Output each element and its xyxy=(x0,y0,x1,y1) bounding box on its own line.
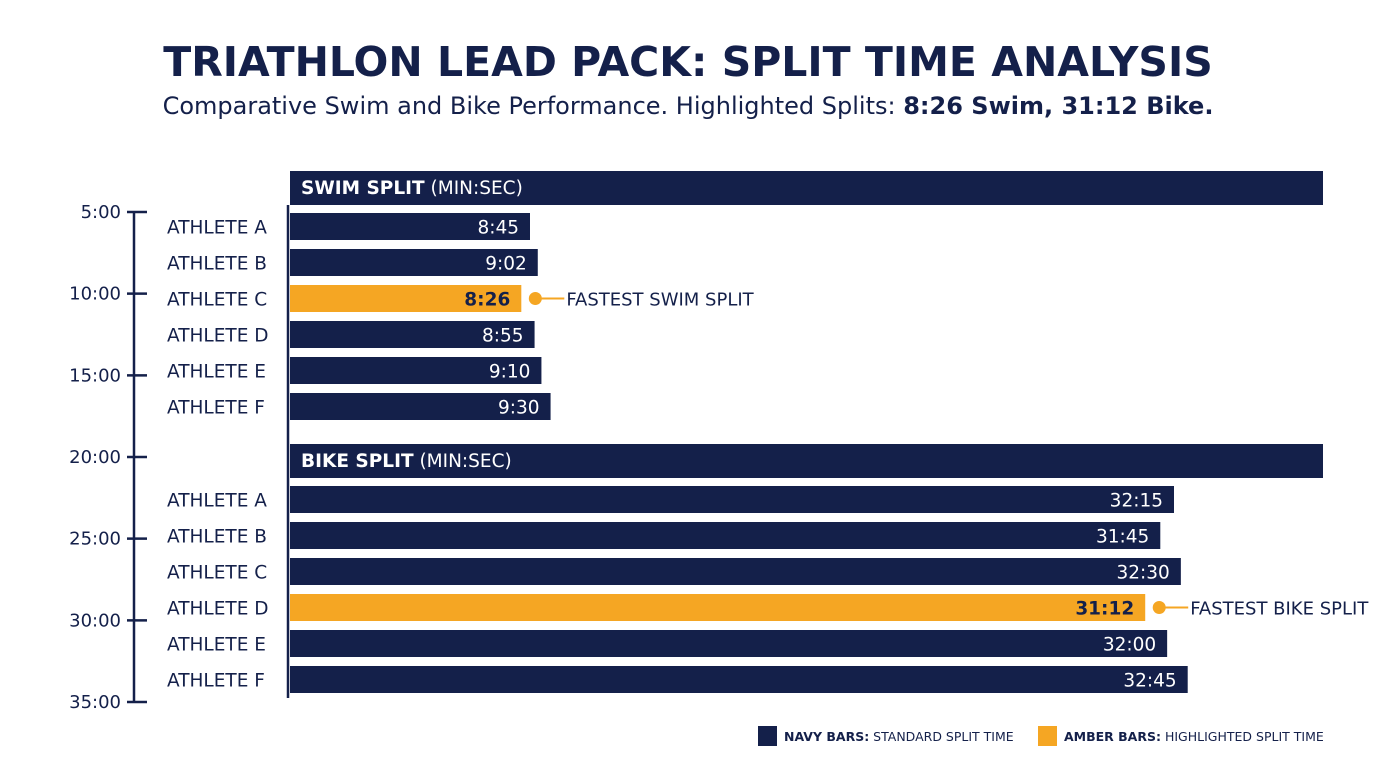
legend-entry-text: HIGHLIGHTED SPLIT TIME xyxy=(1161,729,1324,744)
subtitle-emphasis: 8:26 Swim, 31:12 Bike. xyxy=(903,92,1213,120)
athlete-label: ATHLETE D xyxy=(167,599,269,620)
bar-value-label: 8:26 xyxy=(464,290,510,311)
highlighted-bar xyxy=(290,594,1146,621)
split-bar xyxy=(290,558,1181,585)
athlete-label: ATHLETE C xyxy=(167,563,267,584)
split-bar xyxy=(290,321,535,348)
panel-header-title: BIKE SPLIT (MIN:SEC) xyxy=(301,451,512,472)
athlete-label: ATHLETE B xyxy=(167,254,267,275)
panel-header-bar xyxy=(290,171,1323,205)
time-axis-tick-label: 35:00 xyxy=(69,692,121,713)
bar-value-label: 31:45 xyxy=(1096,527,1149,548)
panel-header-title: SWIM SPLIT (MIN:SEC) xyxy=(301,178,523,199)
bar-value-label: 32:30 xyxy=(1117,563,1170,584)
panel-header-unit: (MIN:SEC) xyxy=(414,451,512,472)
athlete-label: ATHLETE A xyxy=(167,218,267,239)
bar-value-label: 9:02 xyxy=(485,254,527,275)
panel-header-name: BIKE SPLIT xyxy=(301,451,414,472)
athlete-label: ATHLETE F xyxy=(167,671,265,692)
time-axis: 5:00 10:00 15:00 20:00 25:00 30:00 35:00 xyxy=(69,202,147,713)
legend: NAVY BARS: STANDARD SPLIT TIME AMBER BARS… xyxy=(758,726,1324,746)
chart-subtitle: Comparative Swim and Bike Performance. H… xyxy=(163,92,1214,120)
time-axis-tick-label: 25:00 xyxy=(69,529,121,550)
split-bar xyxy=(290,522,1161,549)
split-bar xyxy=(290,630,1168,657)
bar-value-label: 32:00 xyxy=(1103,635,1156,656)
split-bar xyxy=(290,486,1174,513)
legend-entry: NAVY BARS: STANDARD SPLIT TIME xyxy=(784,729,1014,744)
athlete-label: ATHLETE C xyxy=(167,290,267,311)
athlete-label: ATHLETE A xyxy=(167,491,267,512)
split-panels: SWIM SPLIT (MIN:SEC) ATHLETE A 8:45 ATHLETE… xyxy=(167,171,1369,698)
split-bar xyxy=(290,357,542,384)
panel-header-unit: (MIN:SEC) xyxy=(425,178,523,199)
athlete-label: ATHLETE D xyxy=(167,326,269,347)
legend-entry-text: STANDARD SPLIT TIME xyxy=(869,729,1014,744)
legend-entry-key: AMBER BARS: xyxy=(1064,729,1161,744)
bar-value-label: 8:55 xyxy=(482,326,524,347)
legend-swatch xyxy=(1038,726,1057,746)
athlete-label: ATHLETE E xyxy=(167,635,266,656)
athlete-label: ATHLETE E xyxy=(167,362,266,383)
callout-label: FASTEST BIKE SPLIT xyxy=(1190,599,1369,620)
time-axis-tick-label: 20:00 xyxy=(69,447,121,468)
legend-entry-key: NAVY BARS: xyxy=(784,729,869,744)
split-bar xyxy=(290,666,1188,693)
split-bar xyxy=(290,213,530,240)
athlete-label: ATHLETE B xyxy=(167,527,267,548)
bar-value-label: 8:45 xyxy=(477,218,519,239)
panel-swim-split: SWIM SPLIT (MIN:SEC) ATHLETE A 8:45 ATHLETE… xyxy=(167,171,1323,420)
time-axis-tick-label: 5:00 xyxy=(81,202,121,223)
bar-value-label: 32:15 xyxy=(1110,491,1163,512)
chart-title: TRIATHLON LEAD PACK: SPLIT TIME ANALYSIS xyxy=(163,38,1212,86)
split-bar xyxy=(290,393,551,420)
highlighted-bar xyxy=(290,285,522,312)
split-bar xyxy=(290,249,538,276)
panel-bike-split: BIKE SPLIT (MIN:SEC) ATHLETE A 32:15 ATHLET… xyxy=(167,444,1369,693)
time-axis-tick-label: 10:00 xyxy=(69,284,121,305)
bar-value-label: 9:30 xyxy=(498,398,540,419)
time-axis-tick-label: 15:00 xyxy=(69,365,121,386)
bar-value-label: 31:12 xyxy=(1075,599,1134,620)
subtitle-prefix: Comparative Swim and Bike Performance. H… xyxy=(163,92,904,120)
panel-header-name: SWIM SPLIT xyxy=(301,178,425,199)
panel-header-bar xyxy=(290,444,1323,478)
athlete-label: ATHLETE F xyxy=(167,398,265,419)
legend-swatch xyxy=(758,726,777,746)
callout-label: FASTEST SWIM SPLIT xyxy=(566,290,754,311)
legend-entry: AMBER BARS: HIGHLIGHTED SPLIT TIME xyxy=(1064,729,1324,744)
bar-value-label: 32:45 xyxy=(1123,671,1176,692)
time-axis-tick-label: 30:00 xyxy=(69,610,121,631)
bar-value-label: 9:10 xyxy=(489,362,531,383)
